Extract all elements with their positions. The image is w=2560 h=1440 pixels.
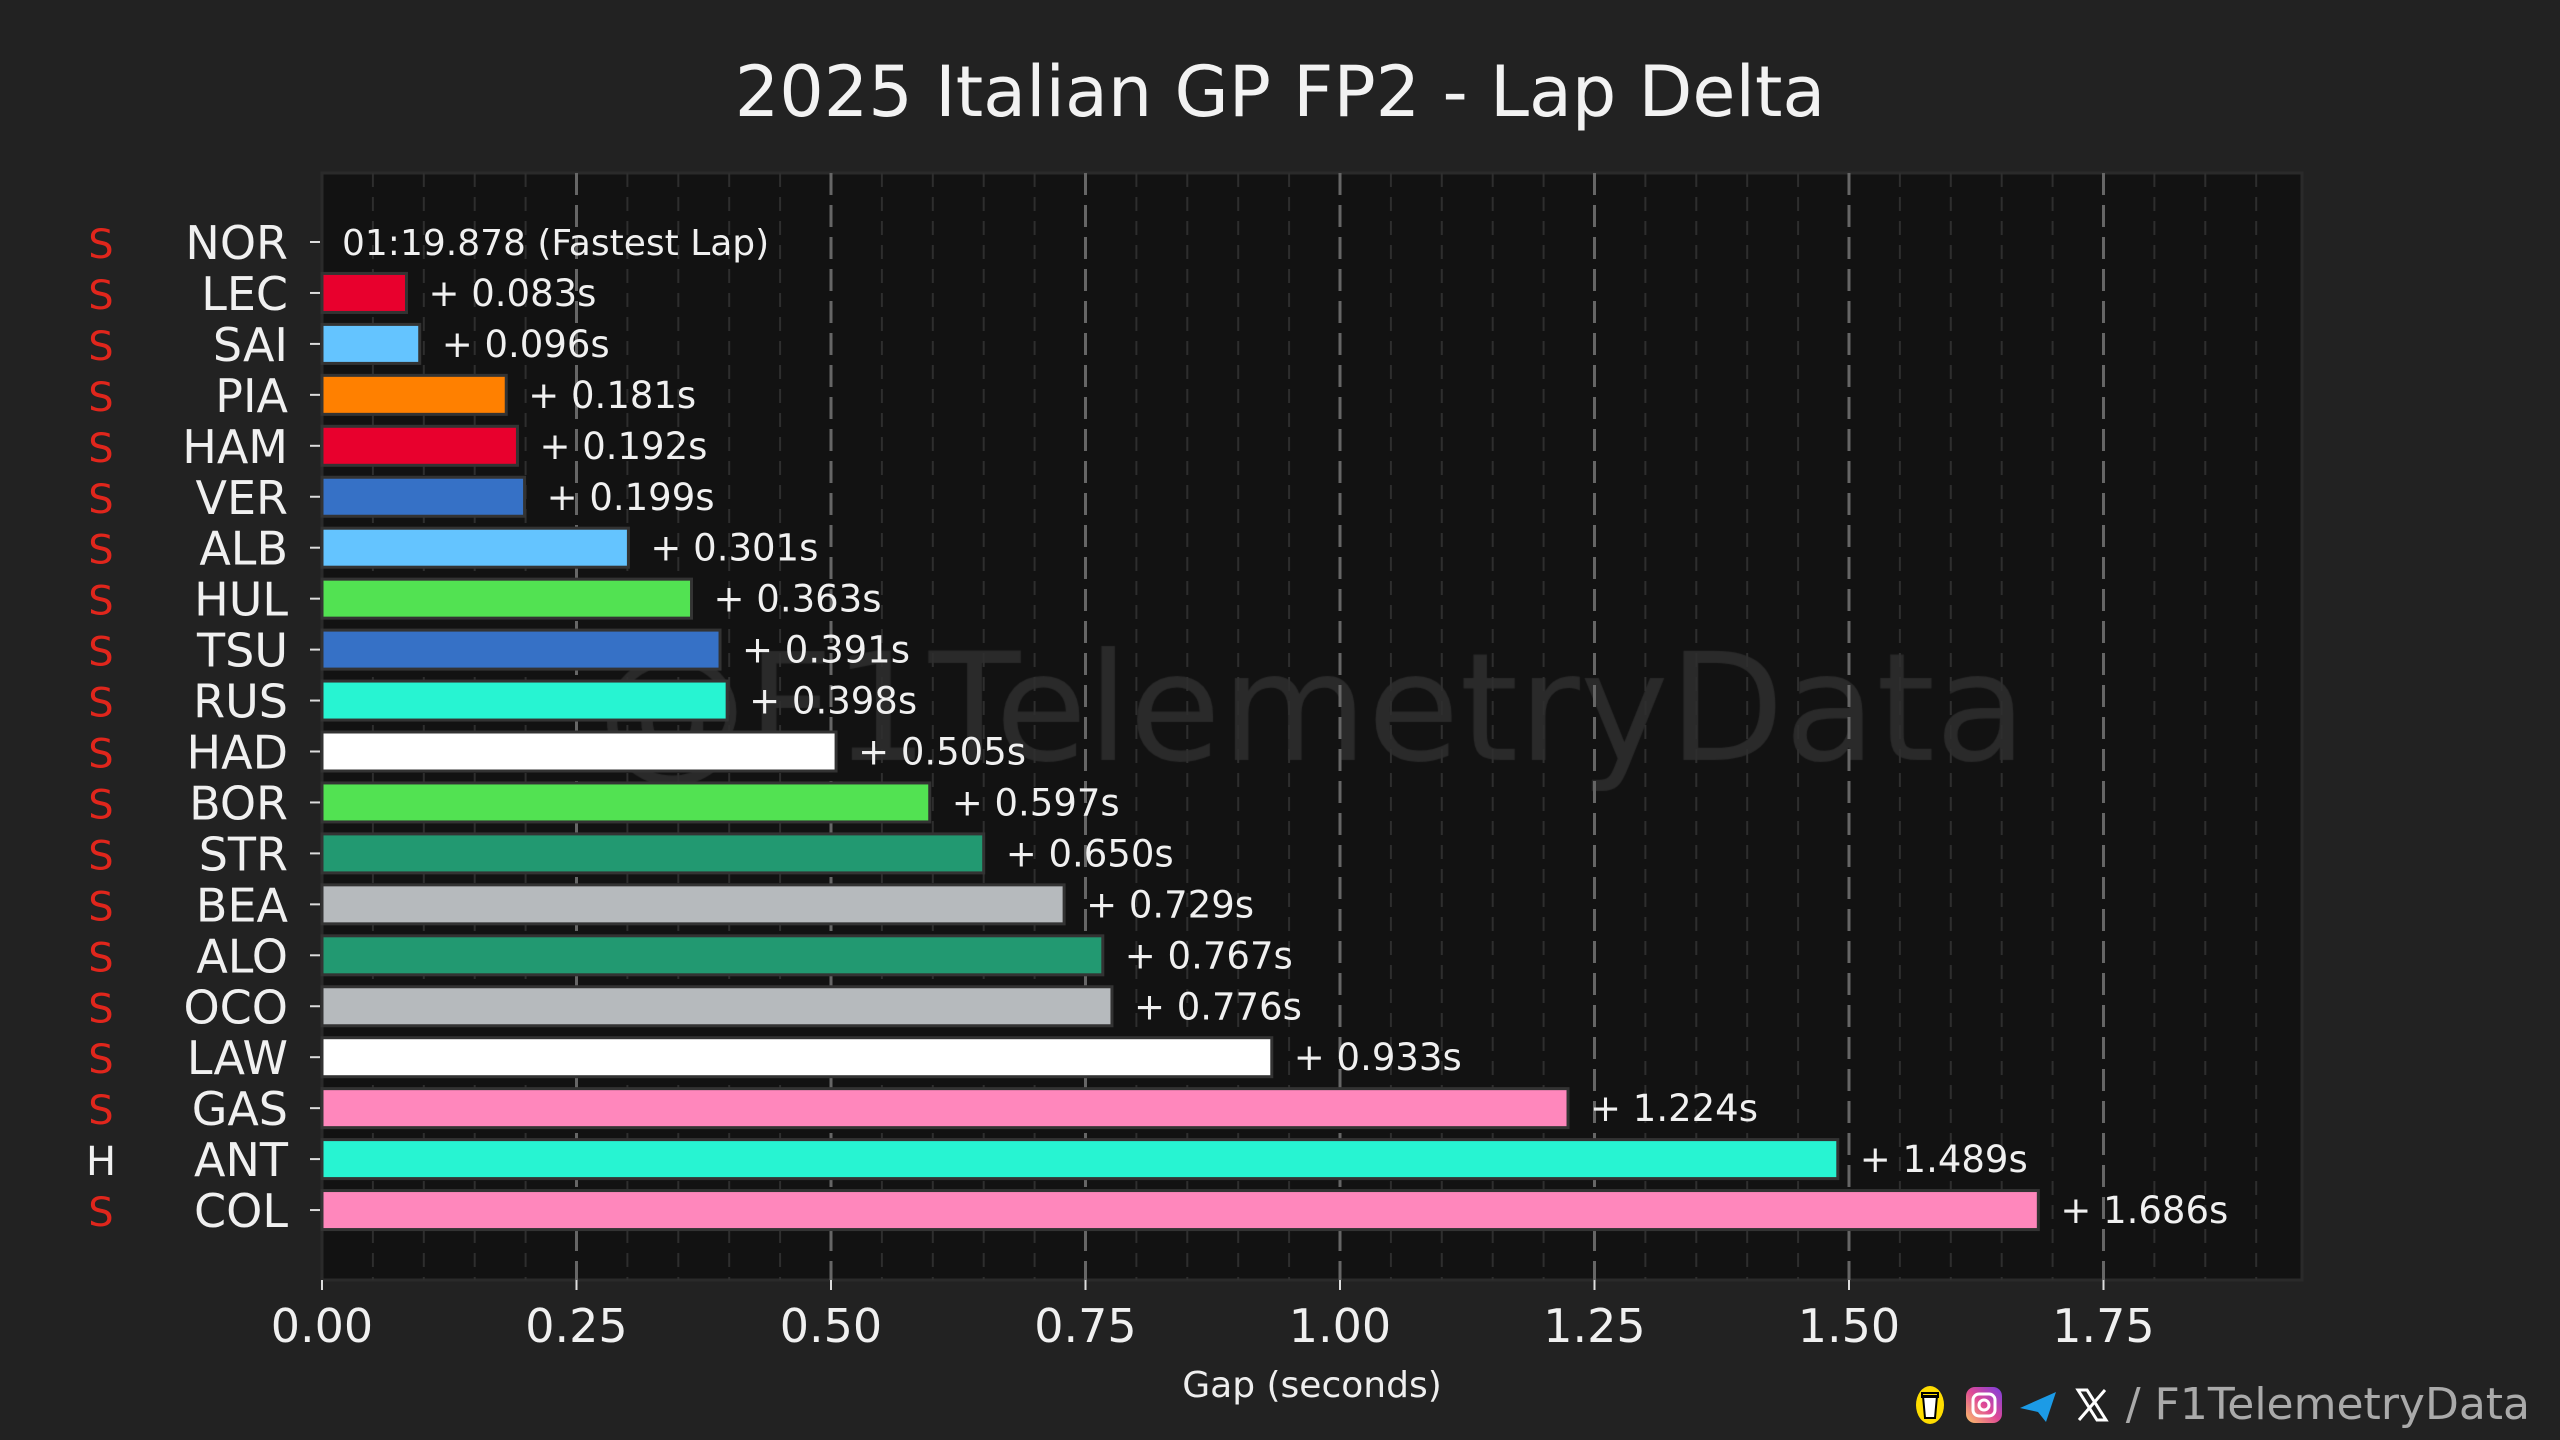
tyre-compound-label: S (88, 732, 113, 778)
bar-value-label: + 0.301s (650, 527, 818, 570)
bar-had (320, 730, 838, 773)
tyre-compound-label: S (88, 579, 113, 625)
driver-label: HAD (187, 726, 288, 780)
x-tick-label: 1.50 (1798, 1299, 1900, 1353)
bar-col (320, 1189, 2040, 1232)
driver-label: HAM (182, 420, 288, 474)
driver-label: LAW (187, 1031, 288, 1085)
tyre-compound-label: S (88, 324, 113, 370)
instagram-icon[interactable] (1964, 1384, 2004, 1426)
tyre-compound-label: S (88, 1088, 113, 1134)
bar-value-label: + 0.597s (952, 781, 1120, 824)
bar-alo (320, 934, 1105, 977)
bar-value-label: + 1.224s (1590, 1087, 1758, 1130)
bar-pia (320, 373, 508, 416)
tyre-compound-label: S (88, 833, 113, 879)
driver-label: SAI (213, 318, 288, 372)
driver-label: VER (196, 471, 289, 525)
bar-hul (320, 577, 694, 620)
tyre-compound-label: S (88, 681, 113, 727)
bar-value-label: + 0.933s (1294, 1036, 1462, 1079)
tyre-compound-label: H (86, 1139, 116, 1185)
social-handle: / F1TelemetryData (2125, 1379, 2530, 1430)
x-axis-label-container: Gap (seconds) (322, 1366, 2302, 1406)
tyre-compound-label: S (88, 375, 113, 421)
driver-label: LEC (201, 267, 288, 321)
driver-label: ALO (196, 929, 288, 983)
tyre-compound-label: S (88, 273, 113, 319)
bar-ant (320, 1138, 1840, 1181)
telegram-icon[interactable] (2018, 1384, 2058, 1426)
driver-label: OCO (183, 980, 288, 1034)
footer-social: / F1TelemetryData (1910, 1380, 2530, 1430)
x-tick-label: 1.75 (2052, 1299, 2154, 1353)
bar-sai (320, 322, 422, 365)
driver-label: COL (194, 1184, 288, 1238)
bar-value-label: + 0.199s (547, 476, 715, 519)
bar-gas (320, 1087, 1570, 1130)
driver-label: RUS (193, 675, 288, 729)
bar-str (320, 832, 986, 875)
driver-label: NOR (185, 216, 288, 270)
driver-label: BEA (196, 878, 289, 932)
bar-tsu (320, 628, 722, 671)
bar-value-label: + 0.181s (528, 374, 696, 417)
fastest-lap-label: 01:19.878 (Fastest Lap) (342, 223, 769, 264)
bar-bea (320, 883, 1066, 926)
bar-value-label: + 0.650s (1006, 832, 1174, 875)
bar-bor (320, 781, 932, 824)
tyre-compound-label: S (88, 1190, 113, 1236)
x-tick-label: 0.50 (780, 1299, 882, 1353)
tyre-compound-label: S (88, 426, 113, 472)
x-axis-label: Gap (seconds) (1182, 1365, 1442, 1406)
driver-label: PIA (215, 369, 288, 423)
driver-label: BOR (189, 776, 288, 830)
bar-value-label: + 0.096s (442, 323, 610, 366)
bar-lec (320, 271, 408, 314)
bar-ver (320, 475, 527, 518)
bar-value-label: + 0.398s (749, 680, 917, 723)
tyre-compound-label: S (88, 986, 113, 1032)
bar-ham (320, 424, 519, 467)
driver-label: TSU (196, 624, 288, 678)
tyre-compound-label: S (88, 782, 113, 828)
bar-value-label: + 0.767s (1125, 934, 1293, 977)
bar-value-label: + 0.192s (539, 425, 707, 468)
x-tick-label: 0.00 (271, 1299, 373, 1353)
buymeacoffee-icon[interactable] (1910, 1384, 1950, 1426)
tyre-compound-label: S (88, 630, 113, 676)
tyre-compound-label: S (88, 935, 113, 981)
tyre-compound-label: S (88, 222, 113, 268)
bar-value-label: + 0.391s (742, 629, 910, 672)
bar-value-label: + 1.686s (2060, 1189, 2228, 1232)
driver-label: ALB (199, 522, 288, 576)
bar-value-label: + 0.776s (1134, 985, 1302, 1028)
tyre-compound-label: S (88, 528, 113, 574)
driver-label: STR (199, 827, 288, 881)
bar-value-label: + 0.729s (1086, 883, 1254, 926)
driver-label: HUL (194, 573, 288, 627)
x-tick-label: 1.00 (1289, 1299, 1391, 1353)
bar-rus (320, 679, 729, 722)
driver-label: GAS (192, 1082, 288, 1136)
bar-value-label: + 0.363s (714, 578, 882, 621)
x-tick-label: 0.75 (1034, 1299, 1136, 1353)
tyre-compound-label: S (88, 477, 113, 523)
bar-value-label: + 0.083s (428, 272, 596, 315)
chart-title: 2025 Italian GP FP2 - Lap Delta (734, 51, 1826, 133)
x-icon[interactable] (2072, 1384, 2112, 1426)
tyre-compound-label: S (88, 1037, 113, 1083)
x-tick-label: 0.25 (525, 1299, 627, 1353)
bar-law (320, 1036, 1274, 1079)
bar-oco (320, 985, 1114, 1028)
tyre-compound-label: S (88, 884, 113, 930)
x-tick-label: 1.25 (1543, 1299, 1645, 1353)
bar-alb (320, 526, 630, 569)
bar-value-label: + 1.489s (1860, 1138, 2028, 1181)
bar-value-label: + 0.505s (858, 731, 1026, 774)
driver-label: ANT (194, 1133, 289, 1187)
